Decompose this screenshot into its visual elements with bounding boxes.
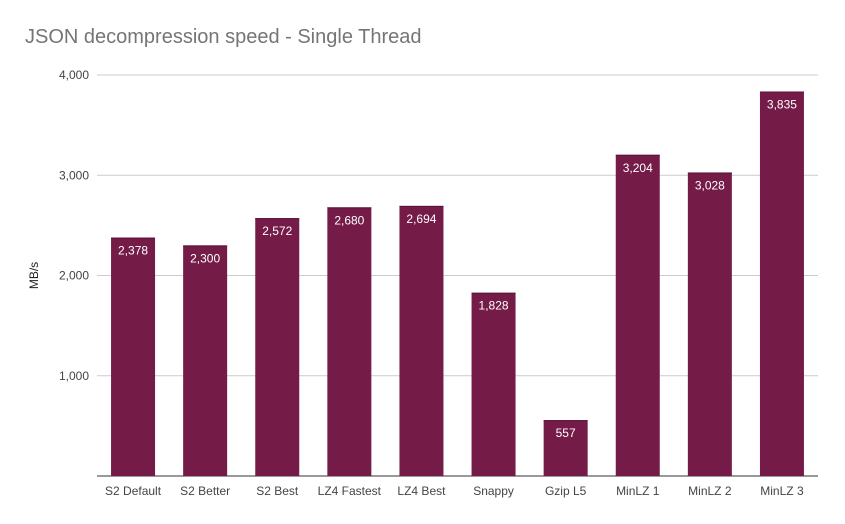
x-tick-label: S2 Best	[256, 484, 299, 498]
x-tick-label: Snappy	[473, 484, 514, 498]
bar	[183, 245, 228, 476]
x-tick-label: MinLZ 2	[688, 484, 732, 498]
data-label: 2,694	[406, 212, 436, 226]
data-label: 2,680	[334, 213, 364, 227]
bar	[327, 207, 372, 476]
data-label: 3,028	[695, 178, 725, 192]
data-label: 1,828	[479, 299, 509, 313]
bar	[543, 420, 588, 476]
x-tick-label: MinLZ 3	[760, 484, 804, 498]
x-tick-label: LZ4 Fastest	[318, 484, 382, 498]
y-axis-title: MB/s	[27, 262, 41, 289]
bar	[471, 292, 516, 476]
x-tick-label: Gzip L5	[545, 484, 587, 498]
y-tick-label: 4,000	[59, 68, 89, 82]
bar	[615, 154, 660, 476]
data-label: 3,835	[767, 98, 797, 112]
y-tick-label: 1,000	[59, 369, 89, 383]
bar	[111, 237, 156, 476]
bar	[255, 218, 300, 477]
data-label: 557	[556, 426, 576, 440]
data-label: 2,572	[262, 224, 292, 238]
data-label: 2,378	[118, 244, 148, 258]
bar	[687, 172, 732, 476]
bars	[111, 91, 804, 477]
bar	[399, 205, 444, 476]
bar	[759, 91, 804, 476]
labels: 1,000 2,000 3,000 4,000 2,378 S2 Default 2,300…	[59, 68, 804, 498]
x-tick-label: LZ4 Best	[397, 484, 446, 498]
y-tick-label: 3,000	[59, 168, 89, 182]
y-tick-label: 2,000	[59, 269, 89, 283]
chart-title: JSON decompression speed - Single Thread	[25, 26, 422, 48]
x-tick-label: MinLZ 1	[616, 484, 660, 498]
data-label: 2,300	[190, 251, 220, 265]
x-tick-label: S2 Default	[105, 484, 162, 498]
x-tick-label: S2 Better	[180, 484, 230, 498]
data-label: 3,204	[623, 161, 653, 175]
